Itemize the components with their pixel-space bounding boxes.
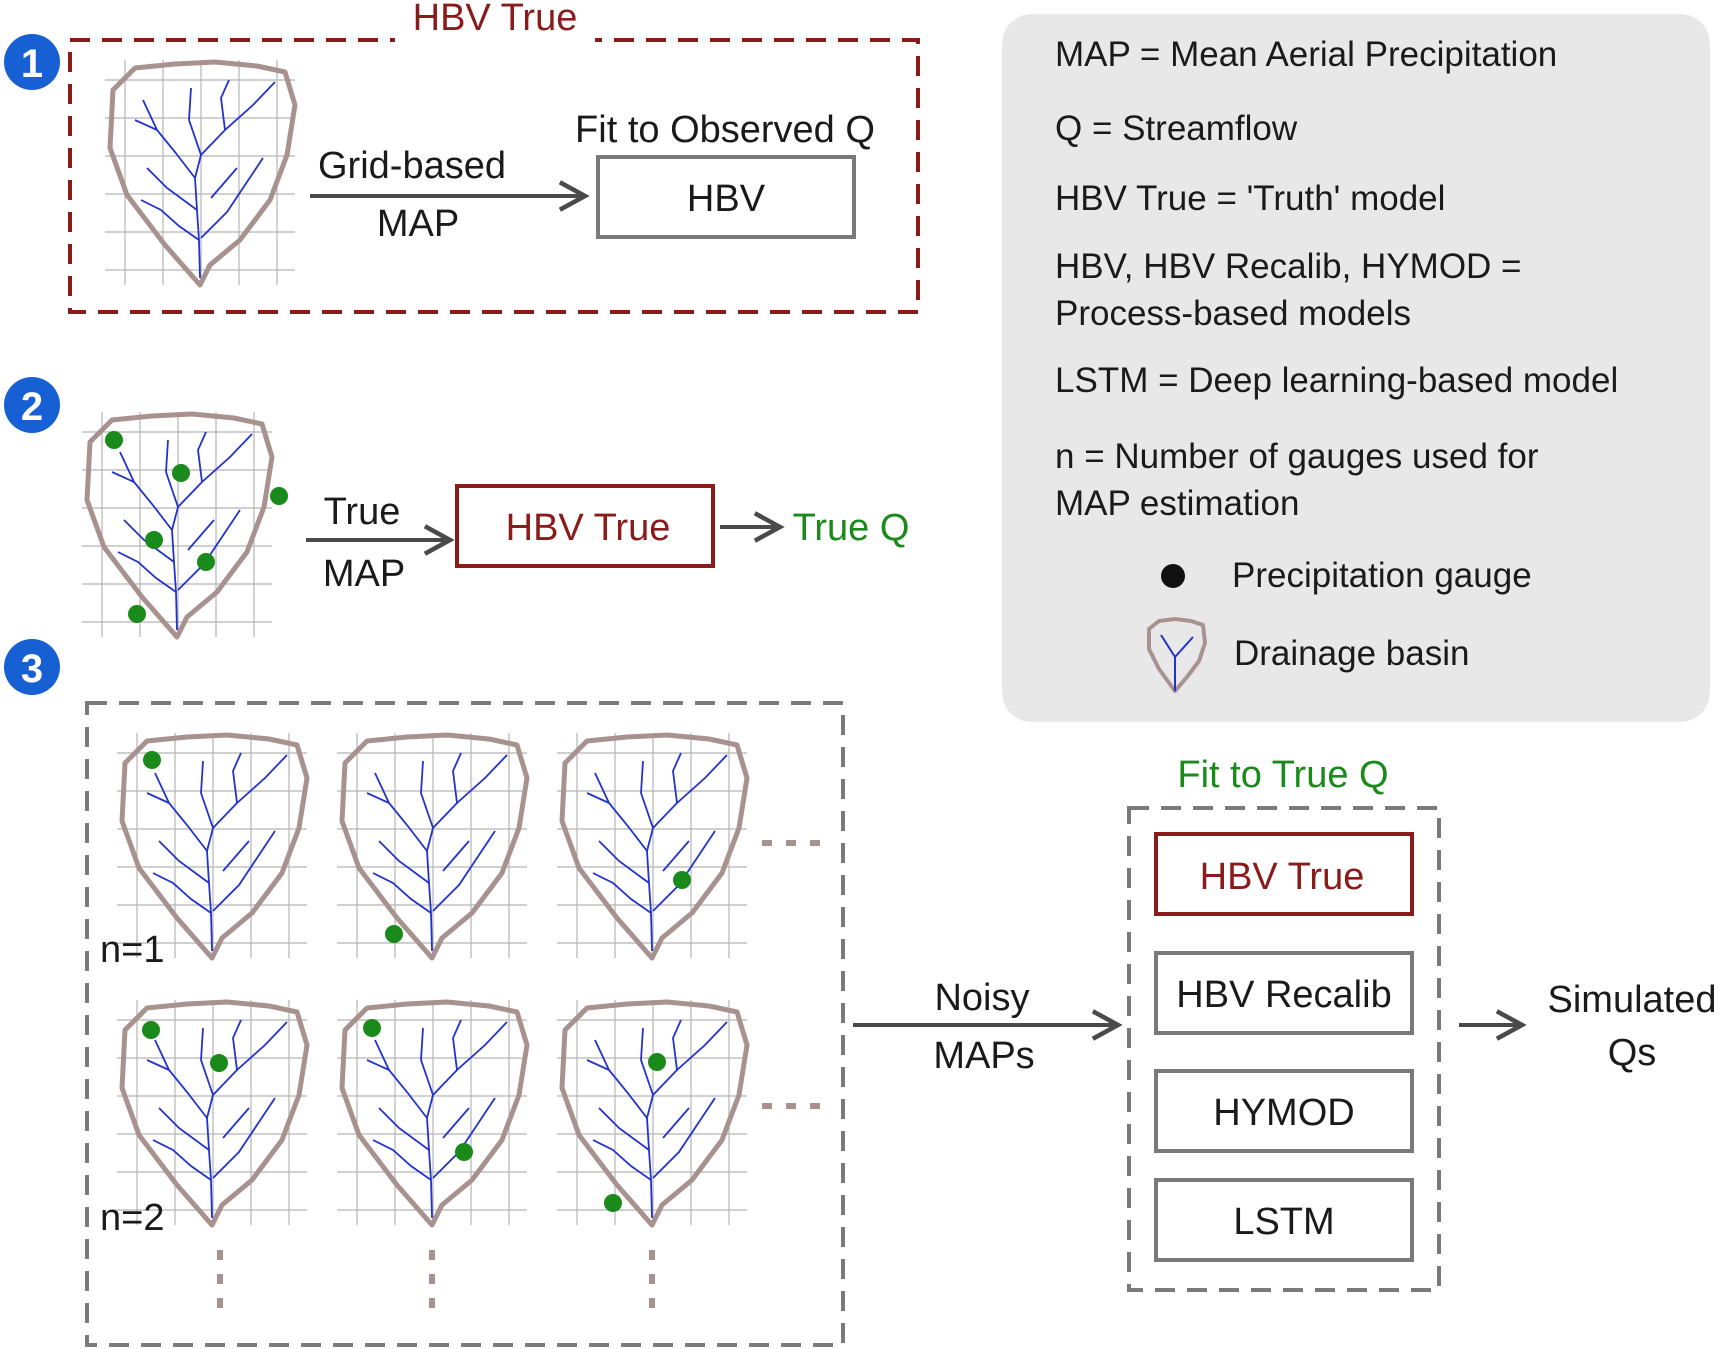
legend-line: LSTM = Deep learning-based model bbox=[1055, 361, 1618, 400]
svg-text:1: 1 bbox=[21, 42, 43, 86]
model-label-hbv-true: HBV True bbox=[1200, 856, 1365, 898]
gauge-dot bbox=[143, 751, 161, 769]
gauge-dot bbox=[142, 1021, 160, 1039]
gauge-dot bbox=[197, 553, 215, 571]
row-label-n2: n=2 bbox=[100, 1197, 164, 1239]
step3-frame bbox=[85, 701, 845, 1347]
simulated-qs-label: Simulated bbox=[1548, 979, 1717, 1021]
legend-line: n = Number of gauges used for bbox=[1055, 437, 1539, 476]
gauge-markers bbox=[105, 431, 288, 623]
models-frame bbox=[1127, 806, 1441, 1292]
step1-arrow-label: Grid-based bbox=[318, 145, 506, 187]
gauge-dot bbox=[363, 1019, 381, 1037]
basin-legend-label: Drainage basin bbox=[1234, 634, 1469, 673]
basin-icon bbox=[557, 733, 747, 958]
model-label-hymod: HYMOD bbox=[1213, 1092, 1354, 1134]
gauge-dot bbox=[455, 1143, 473, 1161]
step1-fit-label: Fit to Observed Q bbox=[575, 109, 875, 151]
gauge-legend-icon bbox=[1161, 564, 1185, 588]
model-label-hbv-recalib: HBV Recalib bbox=[1176, 974, 1391, 1016]
gauge-legend-label: Precipitation gauge bbox=[1232, 556, 1532, 595]
fit-true-q-label: Fit to True Q bbox=[1177, 754, 1388, 796]
legend-line: Process-based models bbox=[1055, 294, 1411, 333]
gauge-dot bbox=[270, 487, 288, 505]
model-box-hymod bbox=[1154, 1069, 1414, 1153]
gauge-dot bbox=[604, 1194, 622, 1212]
legend: MAP = Mean Aerial Precipitation Q = Stre… bbox=[1002, 14, 1710, 722]
legend-line: MAP estimation bbox=[1055, 484, 1299, 523]
step2-arrow-label-2: MAP bbox=[323, 553, 405, 595]
legend-line: HBV, HBV Recalib, HYMOD = bbox=[1055, 247, 1522, 286]
legend-line: Q = Streamflow bbox=[1055, 109, 1298, 148]
step1-arrow-label-2: MAP bbox=[377, 203, 459, 245]
gauge-dot bbox=[673, 871, 691, 889]
step3-arrow-label: Noisy bbox=[934, 977, 1029, 1019]
basin-icon bbox=[117, 733, 307, 958]
hbv-true-box bbox=[455, 484, 715, 568]
basin-icon bbox=[557, 1000, 747, 1225]
step-badge-2: 2 bbox=[4, 377, 60, 433]
gauge-dot bbox=[145, 531, 163, 549]
svg-text:3: 3 bbox=[21, 647, 43, 691]
legend-box bbox=[1002, 14, 1710, 722]
row-label-n1: n=1 bbox=[100, 929, 164, 971]
model-label-lstm: LSTM bbox=[1233, 1201, 1334, 1243]
step2-arrow-label: True bbox=[324, 491, 401, 533]
svg-text:2: 2 bbox=[21, 385, 43, 429]
step1-panel: HBV True Grid-based MAP Fit to Observed … bbox=[68, 0, 920, 314]
gauge-dot bbox=[210, 1054, 228, 1072]
gauge-dot bbox=[648, 1053, 666, 1071]
step3-arrow-label-2: MAPs bbox=[933, 1035, 1034, 1077]
gauge-dot bbox=[385, 925, 403, 943]
basin-icon bbox=[337, 733, 527, 958]
model-box-hbv-true bbox=[1154, 832, 1414, 916]
step2-panel: True MAP HBV True True Q bbox=[82, 412, 909, 637]
gauge-markers bbox=[142, 751, 691, 1212]
legend-line: MAP = Mean Aerial Precipitation bbox=[1055, 35, 1557, 74]
hbv-true-label: HBV True bbox=[506, 507, 671, 549]
step3-panel: n=1 n=2 Noisy MAPs Fit to True Q HBV Tru… bbox=[85, 701, 1717, 1347]
true-q-label: True Q bbox=[793, 507, 910, 549]
simulated-qs-label-2: Qs bbox=[1608, 1032, 1657, 1074]
continuation-dots bbox=[217, 840, 830, 1318]
basin-icon bbox=[105, 60, 295, 285]
legend-line: HBV True = 'Truth' model bbox=[1055, 179, 1445, 218]
hbv-model-label: HBV bbox=[687, 178, 766, 220]
gauge-dot bbox=[105, 431, 123, 449]
step1-frame-title: HBV True bbox=[413, 0, 578, 39]
basin-legend-icon bbox=[1147, 617, 1207, 693]
step-badge-1: 1 bbox=[4, 34, 60, 90]
step-badge-3: 3 bbox=[4, 639, 60, 695]
gauge-dot bbox=[172, 464, 190, 482]
hbv-model-box bbox=[596, 155, 856, 239]
model-box-hbv-recalib bbox=[1154, 951, 1414, 1035]
model-box-lstm bbox=[1154, 1178, 1414, 1262]
gauge-dot bbox=[128, 605, 146, 623]
